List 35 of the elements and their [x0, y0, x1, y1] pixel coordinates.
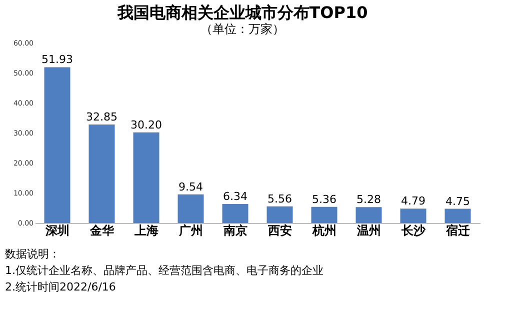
x-tick-label: 深圳 [44, 224, 70, 238]
x-tick-label: 广州 [178, 224, 203, 238]
data-label: 4.75 [446, 194, 470, 208]
bar [133, 132, 160, 223]
text: 数据说明： [5, 247, 60, 260]
bar [356, 207, 382, 223]
bar [400, 208, 426, 223]
data-label: 4.79 [401, 194, 426, 208]
x-tick-label: 金华 [88, 224, 115, 238]
data-label: 9.54 [178, 180, 203, 194]
bar [88, 124, 115, 223]
data-label: 5.36 [312, 192, 336, 206]
x-tick-label: 宿迁 [444, 224, 470, 238]
x-tick-label: 杭州 [311, 224, 336, 238]
bar [311, 206, 338, 223]
data-label: 30.20 [130, 118, 162, 132]
data-label: 6.34 [223, 190, 248, 203]
x-tick-label: 南京 [222, 224, 248, 238]
bar [44, 67, 70, 223]
text: 1.仅统计企业名称、品牌产品、经营范围含电商、电子商务的企业 [5, 264, 324, 277]
text: 2.统计时间2022/6/16 [5, 280, 116, 294]
bar [444, 208, 471, 223]
x-tick-label: 长沙 [400, 224, 426, 238]
bar [222, 204, 248, 223]
bar [178, 194, 204, 223]
chart-subtitle: （单位：万家） [200, 22, 284, 36]
data-label: 32.85 [86, 110, 118, 124]
x-tick-label: 上海 [133, 224, 158, 238]
x-tick-label: 温州 [356, 224, 381, 238]
data-label: 51.93 [42, 53, 73, 66]
data-label: 5.28 [356, 193, 381, 206]
bar [266, 206, 293, 223]
chart-title: 我国电商相关企业城市分布TOP10 [116, 3, 368, 22]
data-label: 5.56 [268, 192, 292, 206]
x-tick-label: 西安 [266, 224, 292, 238]
